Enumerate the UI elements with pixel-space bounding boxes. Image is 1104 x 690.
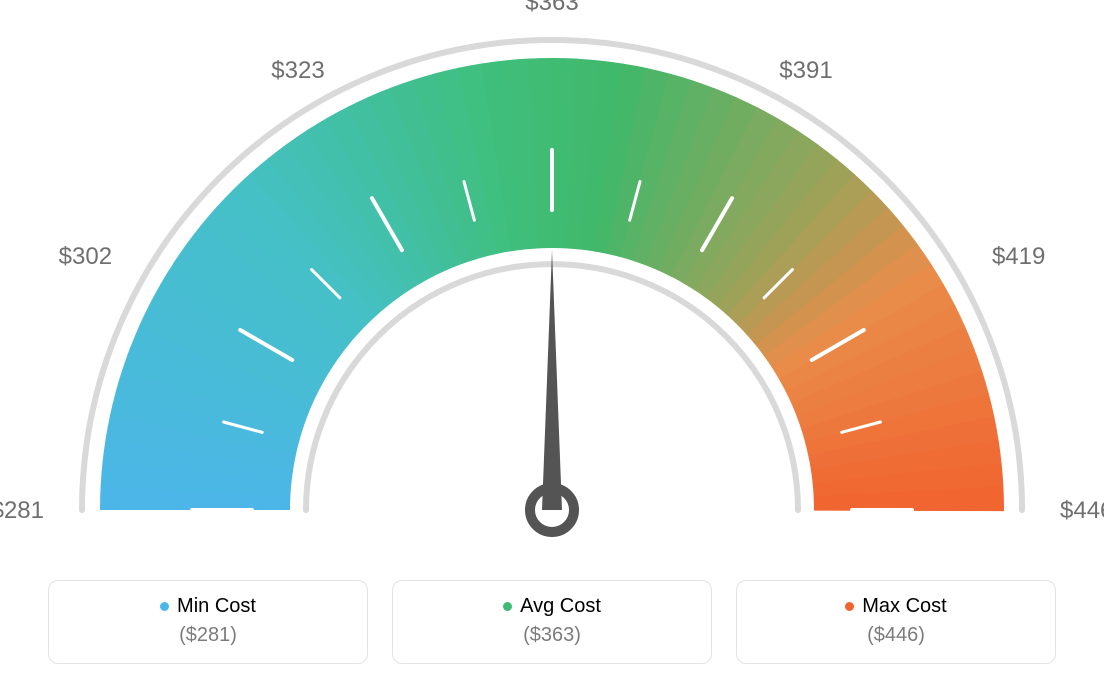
bullet-icon <box>845 602 854 611</box>
gauge-scale-label: $446 <box>1060 497 1104 524</box>
bullet-icon <box>160 602 169 611</box>
gauge-scale-label: $281 <box>0 497 44 524</box>
legend-avg-value: ($363) <box>403 624 701 647</box>
bullet-icon <box>503 602 512 611</box>
gauge-scale-label: $391 <box>779 57 832 84</box>
legend-card-min: Min Cost ($281) <box>48 580 368 664</box>
gauge-svg: $281 $302 $323 $363 $391 $419 $446 <box>0 0 1104 560</box>
legend-row: Min Cost ($281) Avg Cost ($363) Max Cost… <box>0 580 1104 664</box>
gauge-scale-label: $419 <box>992 243 1045 270</box>
gauge-scale-label: $302 <box>59 243 112 270</box>
legend-card-avg: Avg Cost ($363) <box>392 580 712 664</box>
legend-max-label-line: Max Cost <box>845 595 946 618</box>
gauge-scale-label: $363 <box>525 0 578 16</box>
legend-max-value: ($446) <box>747 624 1045 647</box>
legend-card-max: Max Cost ($446) <box>736 580 1056 664</box>
legend-min-label-line: Min Cost <box>160 595 256 618</box>
legend-avg-label: Avg Cost <box>520 595 601 618</box>
legend-avg-label-line: Avg Cost <box>503 595 601 618</box>
legend-min-label: Min Cost <box>177 595 256 618</box>
legend-min-value: ($281) <box>59 624 357 647</box>
legend-max-label: Max Cost <box>862 595 946 618</box>
gauge-chart: $281 $302 $323 $363 $391 $419 $446 <box>0 0 1104 560</box>
gauge-scale-label: $323 <box>271 57 324 84</box>
